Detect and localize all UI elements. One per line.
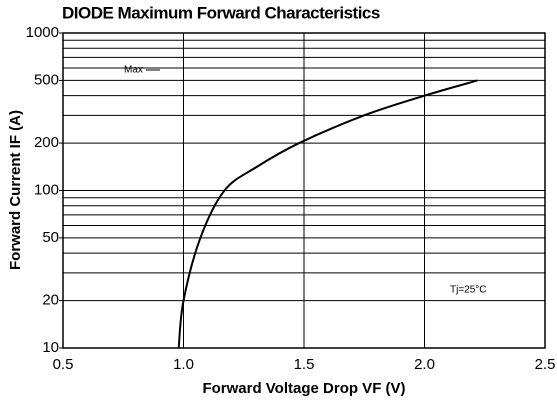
annotation: Tj=25°C <box>450 285 487 296</box>
y-tick-label: 10 <box>42 339 59 356</box>
x-tick-label: 1.5 <box>294 356 315 373</box>
annotation: Max <box>124 65 143 76</box>
curve <box>177 79 478 349</box>
x-tick-label: 1.0 <box>173 356 194 373</box>
chart-title: DIODE Maximum Forward Characteristics <box>62 3 380 22</box>
y-tick-label: 20 <box>42 292 59 309</box>
x-axis-label: Forward Voltage Drop VF (V) <box>202 380 405 397</box>
y-tick-label: 1000 <box>26 24 59 41</box>
y-tick-label: 500 <box>34 71 59 88</box>
y-tick-label: 200 <box>34 134 59 151</box>
y-tick-label: 100 <box>34 181 59 198</box>
y-tick-label: 50 <box>42 229 59 246</box>
x-tick-label: 0.5 <box>53 356 74 373</box>
x-tick-label: 2.0 <box>414 356 435 373</box>
plot-frame <box>62 32 546 349</box>
x-tick-label: 2.5 <box>535 356 556 373</box>
y-axis-label: Forward Current IF (A) <box>7 110 24 270</box>
